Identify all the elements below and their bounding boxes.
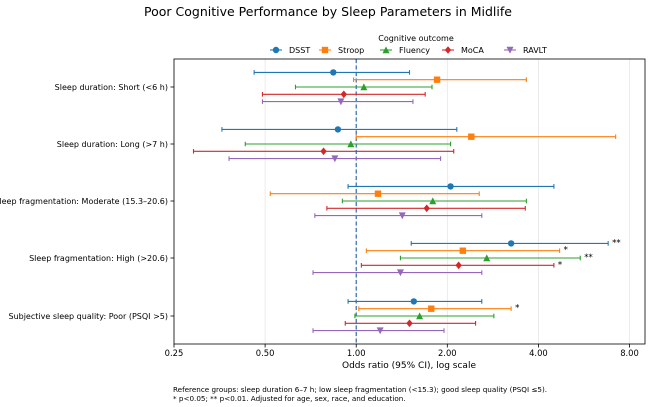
x-tick-label-5: 8.00 (620, 348, 639, 358)
x-tick-label-4: 4.00 (529, 348, 548, 358)
point-marker (428, 305, 435, 312)
legend-item-moca: MoCA (442, 46, 484, 55)
legend-marker (272, 46, 280, 54)
legend-marker (382, 46, 390, 54)
significance-mark: * (515, 304, 519, 314)
point-marker (507, 240, 515, 247)
legend-label: Fluency (399, 46, 430, 55)
legend-item-fluency: Fluency (380, 46, 430, 55)
estimate-2-dsst (347, 183, 555, 190)
legend-item-stroop: Stroop (319, 46, 364, 55)
point-marker (331, 155, 339, 163)
estimate-3-fluency: ** (399, 253, 593, 263)
x-tick-label-1: 0.50 (256, 348, 275, 358)
point-marker (455, 261, 462, 270)
significance-mark: ** (612, 238, 621, 248)
estimate-2-fluency (341, 197, 527, 205)
point-marker (376, 327, 384, 335)
estimate-0-ravlt (261, 98, 414, 106)
legend-item-ravlt: RAVLT (504, 46, 547, 55)
y-tick-label-2: Sleep fragmentation: Moderate (15.3–20.6… (0, 197, 168, 206)
chart-title: Poor Cognitive Performance by Sleep Para… (144, 4, 512, 19)
plot-frame (173, 58, 646, 345)
point-marker (340, 90, 348, 99)
y-axis: Sleep duration: Short (<6 h) Sleep durati… (0, 83, 174, 321)
legend-label: MoCA (461, 46, 484, 55)
legend-marker (444, 46, 452, 54)
estimate-4-dsst (347, 298, 483, 305)
significance-mark: * (558, 260, 562, 270)
estimate-1-stroop (355, 133, 617, 140)
legend-marker (506, 46, 514, 54)
legend-marker (321, 46, 329, 54)
point-marker (337, 98, 345, 106)
estimate-3-ravlt (312, 269, 483, 277)
point-marker (429, 197, 437, 205)
point-marker (396, 269, 404, 277)
estimate-4-ravlt (312, 327, 445, 335)
point-marker (410, 298, 418, 305)
estimate-4-fluency (354, 312, 495, 320)
point-marker (423, 204, 430, 213)
x-axis-label: Odds ratio (95% CI), log scale (342, 361, 476, 371)
footnote-reference-groups: Reference groups: sleep duration 6–7 h; … (173, 385, 548, 394)
estimate-1-dsst (221, 126, 458, 133)
point-marker (398, 212, 406, 220)
x-tick-label-0: 0.25 (165, 348, 184, 358)
estimate-2-moca (326, 204, 526, 213)
footnote-significance: * p<0.05; ** p<0.01. Adjusted for age, s… (173, 394, 406, 403)
estimate-3-moca: * (360, 260, 562, 270)
y-tick-label-0: Sleep duration: Short (<6 h) (55, 83, 168, 92)
estimate-4-moca (344, 319, 477, 328)
legend-label: Stroop (338, 46, 364, 55)
estimate-2-ravlt (314, 212, 483, 220)
x-tick-label-3: 2.00 (438, 348, 457, 358)
point-marker (330, 69, 337, 76)
estimate-3-dsst: ** (410, 238, 621, 248)
y-tick-label-4: Subjective sleep quality: Poor (PSQI >5) (8, 312, 168, 321)
significance-mark: ** (584, 253, 593, 263)
series-layer: ******* (192, 69, 621, 335)
y-tick-label-3: Sleep fragmentation: High (>20.6) (29, 254, 168, 263)
point-marker (360, 83, 368, 91)
legend: DSST Stroop Fluency MoCA RAVLT (270, 46, 547, 55)
point-marker (459, 247, 466, 254)
estimate-1-ravlt (228, 155, 442, 163)
point-marker (468, 133, 475, 140)
point-marker (447, 183, 454, 190)
point-marker (416, 312, 424, 320)
estimate-0-dsst (253, 69, 411, 76)
estimate-2-stroop (269, 190, 480, 197)
legend-label: RAVLT (523, 46, 547, 55)
point-marker (406, 319, 413, 328)
estimate-1-moca (192, 147, 455, 156)
significance-mark: * (564, 246, 568, 256)
legend-item-dsst: DSST (270, 46, 310, 55)
point-marker (320, 147, 327, 156)
estimate-0-stroop (353, 76, 527, 83)
estimate-1-fluency (244, 140, 452, 148)
point-marker (334, 126, 342, 133)
y-tick-label-1: Sleep duration: Long (>7 h) (57, 140, 168, 149)
point-marker (483, 254, 491, 262)
plot-border (173, 58, 646, 345)
estimate-3-stroop: * (365, 246, 568, 256)
estimate-4-stroop: * (358, 304, 519, 314)
estimate-0-moca (261, 90, 426, 99)
x-axis: 0.25 0.50 1.00 2.00 4.00 8.00 (165, 344, 639, 358)
point-marker (374, 190, 382, 197)
estimate-0-fluency (294, 83, 433, 91)
legend-label: DSST (289, 46, 310, 55)
x-tick-label-2: 1.00 (347, 348, 366, 358)
point-marker (433, 76, 441, 83)
point-marker (347, 140, 355, 148)
legend-title: Cognitive outcome (378, 34, 454, 43)
